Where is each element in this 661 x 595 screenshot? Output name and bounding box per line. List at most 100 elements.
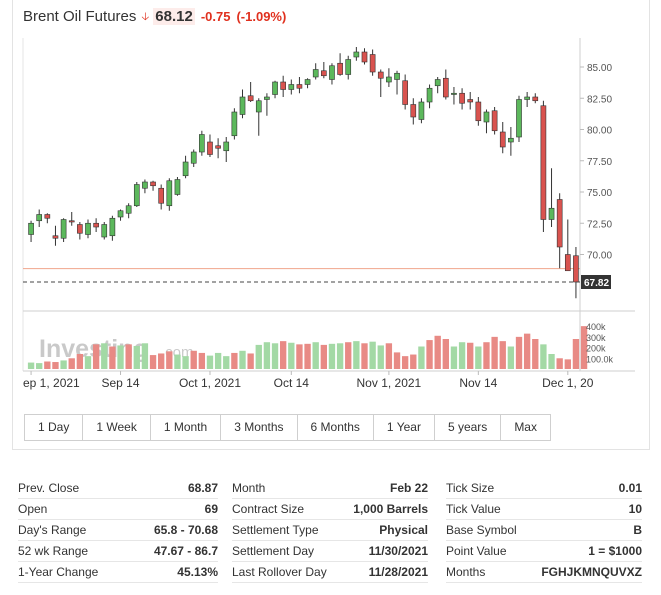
volume-bar bbox=[564, 359, 571, 369]
stat-value: 10 bbox=[628, 502, 642, 516]
x-tick-label: ep 1, 2021 bbox=[23, 376, 80, 390]
stat-value: 47.67 - 86.7 bbox=[153, 544, 218, 558]
volume-bar bbox=[84, 356, 92, 369]
candle-body bbox=[77, 224, 83, 234]
volume-bar bbox=[44, 361, 51, 369]
stat-label: Month bbox=[232, 481, 266, 495]
volume-bar bbox=[198, 352, 206, 369]
volume-bar bbox=[540, 344, 547, 369]
stat-row-tick-value: Tick Value 10 bbox=[446, 499, 642, 520]
candle-body bbox=[296, 84, 303, 89]
volume-bar bbox=[247, 353, 254, 369]
stat-label: Tick Value bbox=[446, 502, 501, 516]
candle-body bbox=[548, 207, 555, 220]
volume-bar bbox=[353, 341, 360, 369]
candle-body bbox=[353, 51, 360, 58]
stat-row-settlement-type: Settlement Type Physical bbox=[232, 520, 428, 541]
volume-bar bbox=[125, 344, 132, 369]
candle-body bbox=[288, 84, 295, 90]
volume-tick-label: 400k bbox=[586, 322, 606, 332]
candle-body bbox=[158, 187, 165, 204]
candle-body bbox=[85, 222, 91, 235]
volume-bar bbox=[36, 363, 43, 369]
last-price-marker bbox=[581, 275, 611, 289]
candle-body bbox=[125, 205, 132, 214]
volume-bar bbox=[556, 358, 563, 369]
stat-row-months: Months FGHJKMNQUVXZ bbox=[446, 562, 642, 583]
stat-label: Tick Size bbox=[446, 481, 495, 495]
candlestick-chart[interactable]: 85.0082.5080.0077.5075.0072.5070.00Inves… bbox=[13, 0, 649, 449]
candle-body bbox=[329, 65, 335, 80]
chart-card: Brent Oil Futures 🡣 68.12 -0.75 (-1.09%)… bbox=[12, 0, 650, 450]
volume-bar bbox=[231, 352, 238, 369]
stat-value: 11/28/2021 bbox=[368, 565, 428, 579]
stat-row-open: Open 69 bbox=[18, 499, 218, 520]
candle-body bbox=[44, 214, 51, 219]
y-tick-label: 77.50 bbox=[587, 157, 612, 168]
stat-value: Feb 22 bbox=[389, 481, 428, 495]
volume-tick-label: 300k bbox=[586, 333, 606, 343]
volume-bar bbox=[434, 335, 441, 369]
x-tick-label: Dec 1, 20 bbox=[542, 376, 594, 390]
volume-bar bbox=[336, 343, 344, 369]
candle-body bbox=[133, 184, 140, 207]
range-1-week-button[interactable]: 1 Week bbox=[83, 415, 151, 440]
y-tick-label: 82.50 bbox=[587, 94, 612, 105]
candle-body bbox=[508, 137, 514, 143]
range-1-year-button[interactable]: 1 Year bbox=[373, 415, 435, 440]
candle-body bbox=[524, 96, 530, 100]
volume-bar bbox=[304, 343, 311, 369]
range-6-months-button[interactable]: 6 Months bbox=[297, 415, 374, 440]
volume-bar bbox=[418, 346, 425, 369]
stat-label: Months bbox=[446, 565, 486, 579]
candle-body bbox=[434, 79, 441, 87]
candle-body bbox=[410, 104, 417, 118]
volume-bar bbox=[328, 343, 336, 369]
volume-bar bbox=[117, 345, 124, 369]
volume-bar bbox=[426, 340, 433, 369]
candle-body bbox=[467, 99, 474, 103]
stat-label: Last Rollover Day bbox=[232, 565, 327, 579]
range-5-years-button[interactable]: 5 years bbox=[434, 415, 502, 440]
range-1-day-button[interactable]: 1 Day bbox=[25, 415, 84, 440]
volume-bar bbox=[271, 343, 279, 369]
volume-bar bbox=[377, 345, 384, 369]
candle-body bbox=[60, 219, 67, 239]
candle-body bbox=[386, 76, 392, 83]
stat-row-tick-size: Tick Size 0.01 bbox=[446, 478, 642, 499]
volume-bar bbox=[361, 343, 368, 369]
stat-label: Settlement Day bbox=[232, 544, 315, 558]
candle-body bbox=[52, 235, 59, 239]
volume-bar bbox=[507, 346, 515, 369]
volume-bar bbox=[580, 326, 588, 369]
volume-bar bbox=[312, 342, 319, 369]
volume-bar bbox=[101, 343, 108, 369]
x-tick-label: Oct 1, 2021 bbox=[179, 376, 241, 390]
volume-bar bbox=[279, 341, 287, 369]
stat-label: Day's Range bbox=[18, 523, 87, 537]
last-price-label: 67.82 bbox=[584, 278, 609, 289]
stat-value: 1,000 Barrels bbox=[353, 502, 428, 516]
volume-bar bbox=[483, 342, 490, 369]
y-tick-label: 85.00 bbox=[587, 63, 612, 74]
candle-body bbox=[182, 161, 189, 177]
candle-body bbox=[68, 220, 75, 223]
volume-bar bbox=[206, 355, 214, 369]
candle-body bbox=[255, 100, 262, 113]
volume-bar bbox=[385, 343, 393, 369]
volume-bar bbox=[532, 339, 539, 369]
candle-body bbox=[516, 99, 522, 138]
stat-label: Settlement Type bbox=[232, 523, 319, 537]
candle-body bbox=[190, 151, 197, 164]
range-max-button[interactable]: Max bbox=[501, 415, 550, 440]
volume-bar bbox=[109, 346, 116, 369]
stat-value: 68.87 bbox=[187, 481, 218, 495]
candle-body bbox=[36, 214, 43, 222]
volume-bar bbox=[320, 344, 328, 369]
candle-body bbox=[564, 254, 571, 272]
candle-body bbox=[499, 131, 506, 148]
volume-bar bbox=[475, 346, 482, 369]
volume-bar bbox=[499, 341, 506, 369]
range-1-month-button[interactable]: 1 Month bbox=[150, 415, 222, 440]
range-3-months-button[interactable]: 3 Months bbox=[221, 415, 298, 440]
